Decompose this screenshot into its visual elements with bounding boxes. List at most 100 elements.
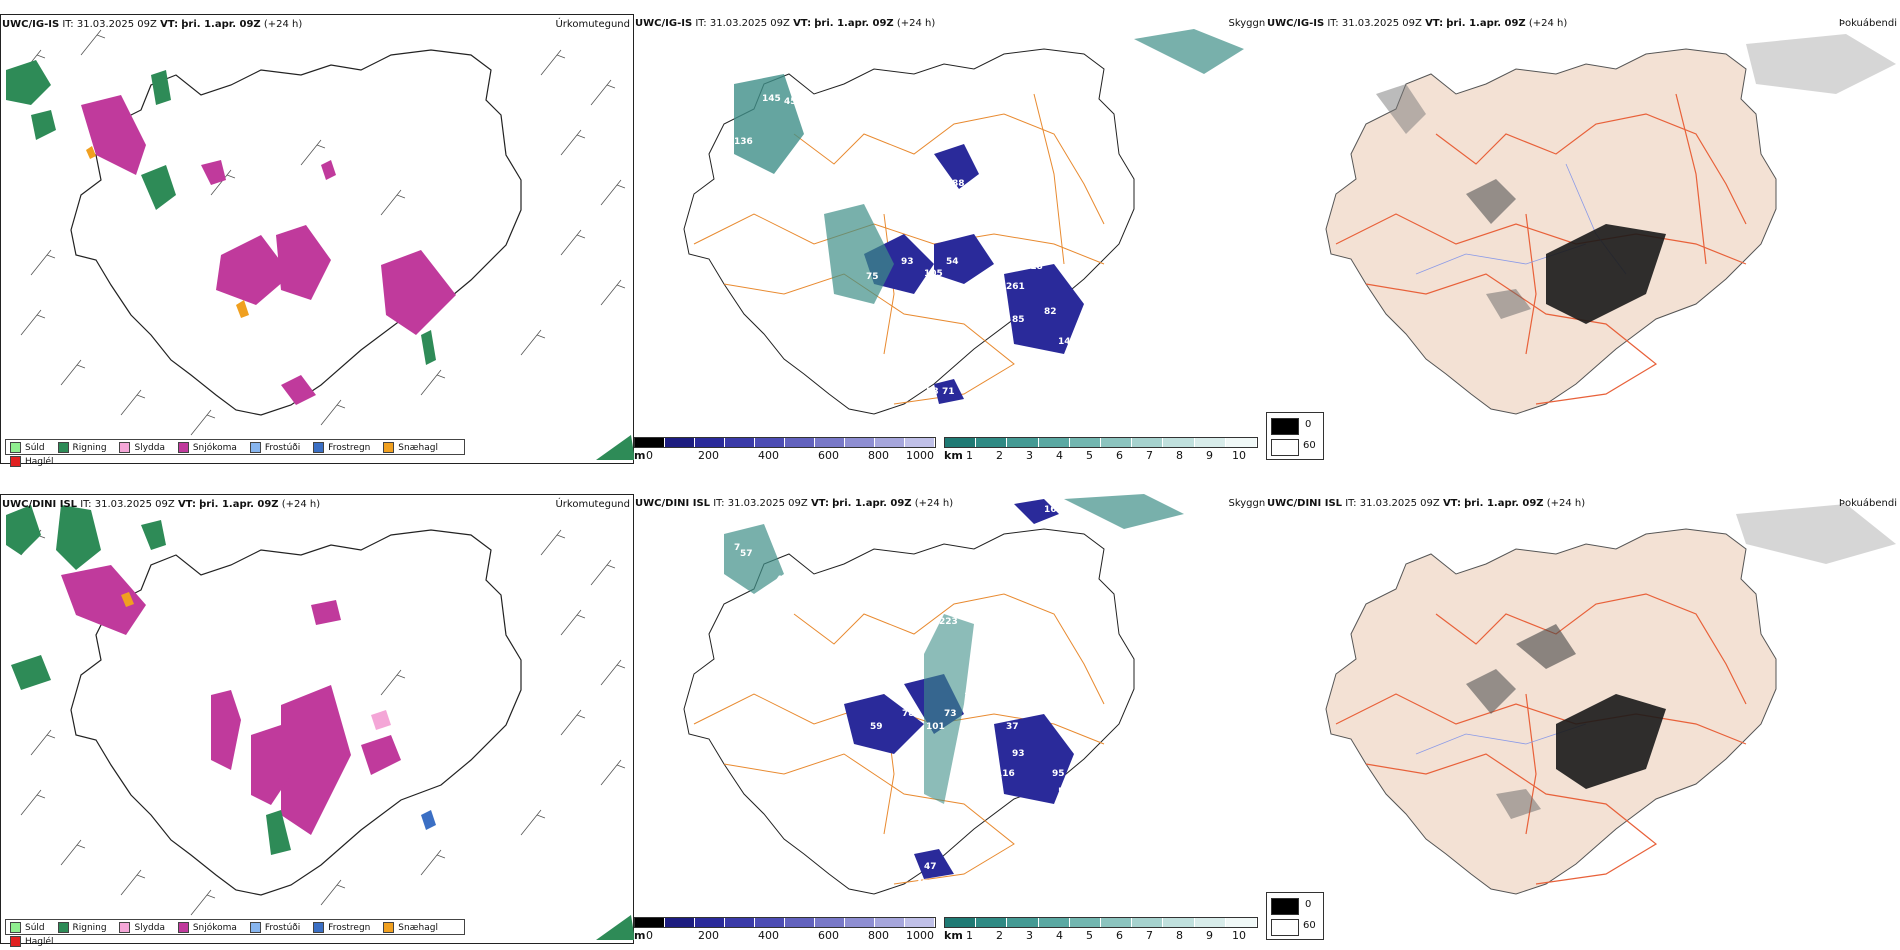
precip-type-panel-top: UWC/IG-IS IT: 31.03.2025 09Z VT: þri. 1.… [0, 14, 635, 467]
vis-tick: 1 [966, 929, 973, 942]
vis-label: 82 [1044, 307, 1057, 317]
cloud-base-colorbar-swatches [634, 437, 936, 448]
legend-item-snjokoma: Snjókoma [177, 922, 237, 933]
fog-legend-bottom: 0 60 [1266, 892, 1324, 940]
vis-tick: 7 [1146, 449, 1153, 462]
visibility-colorbar-swatches [944, 917, 1258, 928]
visibility-map-bottom: 161 57 48 223 59 78 73 101 112 93 116 95… [683, 494, 1184, 895]
panel-title: Þokuábendi [1838, 18, 1897, 29]
vis-label: 47 [924, 862, 937, 872]
vis-tick: 3 [1026, 929, 1033, 942]
cb-tick: 1000 [906, 929, 934, 942]
vis-label: 71 [942, 387, 955, 397]
vis-tick: 3 [1026, 449, 1033, 462]
vis-tick: 7 [1146, 929, 1153, 942]
legend-item-haglel: Haglél [10, 456, 54, 467]
vis-label: 116 [996, 769, 1015, 779]
fog-swatch-0 [1271, 418, 1299, 435]
panel-title: Skyggni [1228, 498, 1268, 509]
legend-item-sudd: Súld [10, 922, 45, 933]
panel-header: UWC/IG-IS IT: 31.03.2025 09Z VT: þri. 1.… [1267, 18, 1568, 29]
cb-tick: 0 [646, 929, 653, 942]
vis-label: 58 [926, 387, 939, 397]
vis-label: 93 [901, 257, 914, 267]
vis-tick: 9 [1206, 929, 1213, 942]
vis-label: 88 [952, 179, 965, 189]
vis-tick: 6 [1116, 929, 1123, 942]
visibility-unit: km [944, 449, 963, 462]
cloud-base-unit: m [634, 929, 646, 942]
panel-header: UWC/IG-IS IT: 31.03.2025 09Z VT: þri. 1.… [635, 18, 936, 29]
cloud-base-unit: m [634, 449, 646, 462]
precip-type-map-bottom [6, 505, 635, 940]
visibility-panel-top: 145 136 88 538 54 93 75 105 261 82 85 14… [634, 14, 1268, 464]
panel-header: UWC/IG-IS IT: 31.03.2025 09Z VT: þri. 1.… [2, 19, 303, 30]
vis-tick: 4 [1056, 929, 1063, 942]
vis-label: 118 [1024, 262, 1043, 272]
vis-label: 47 [916, 879, 929, 889]
vis-label: 75 [866, 272, 879, 282]
vis-label: 142 [1058, 337, 1077, 347]
vis-label: 45 [784, 97, 797, 107]
vis-tick: 5 [1086, 929, 1093, 942]
precip-type-map-top [6, 29, 635, 460]
vis-label: 57 [740, 549, 753, 559]
cb-tick: 800 [868, 929, 889, 942]
vis-tick: 8 [1176, 449, 1183, 462]
legend-item-slydda: Slydda [119, 922, 165, 933]
vis-label: 136 [734, 137, 753, 147]
cb-tick: 400 [758, 929, 779, 942]
panel-header: UWC/DINI ISL IT: 31.03.2025 09Z VT: þri.… [2, 499, 321, 510]
cb-tick: 600 [818, 929, 839, 942]
legend-item-haglel: Haglél [10, 936, 54, 947]
legend-item-frostregn: Frostregn [313, 922, 370, 933]
vis-label: 54 [946, 257, 959, 267]
fog-panel-top: UWC/IG-IS IT: 31.03.2025 09Z VT: þri. 1.… [1266, 14, 1900, 464]
precip-legend: Súld Rigning Slydda Snjókoma Frostúði Fr… [5, 919, 465, 947]
legend-item-snaehagl: Snæhagl [383, 922, 438, 933]
vis-label: 112 [964, 692, 983, 702]
vis-label: 37 [1006, 722, 1019, 732]
cb-tick: 1000 [906, 449, 934, 462]
vis-label: 37 [756, 187, 769, 197]
cb-tick: 200 [698, 929, 719, 942]
visibility-colorbar: km 1 2 3 4 5 6 7 8 9 10 [944, 917, 1258, 942]
visibility-colorbar: km 1 2 3 4 5 6 7 8 9 10 [944, 437, 1258, 462]
vis-label: 91 [778, 637, 791, 647]
legend-item-rigning: Rigning [57, 922, 107, 933]
visibility-colorbar-swatches [944, 437, 1258, 448]
vis-label: 78 [902, 709, 915, 719]
vis-label: 54 [926, 839, 939, 849]
legend-item-snjokoma: Snjókoma [177, 442, 237, 453]
vis-tick: 9 [1206, 449, 1213, 462]
fog-map-top [1325, 34, 1896, 415]
visibility-map-top: 145 136 88 538 54 93 75 105 261 82 85 14… [683, 29, 1244, 415]
vis-label: 95 [1052, 769, 1065, 779]
vis-tick: 2 [996, 929, 1003, 942]
fog-label: 60 [1303, 920, 1316, 931]
cloud-base-colorbar: m 0 200 400 600 800 1000 [634, 917, 936, 942]
vis-extra-labels-top: 45 37 118 79 [756, 97, 1043, 365]
vis-label: 538 [979, 207, 998, 217]
cloud-base-colorbar: m 0 200 400 600 800 1000 [634, 437, 936, 462]
cb-tick: 0 [646, 449, 653, 462]
visibility-unit: km [944, 929, 963, 942]
vis-tick: 10 [1232, 929, 1246, 942]
vis-extra-labels-bottom: 7 91 37 54 47 [734, 543, 1019, 889]
vis-label: 223 [939, 617, 958, 627]
legend-item-sudd: Súld [10, 442, 45, 453]
fog-label: 0 [1305, 899, 1312, 910]
cb-tick: 200 [698, 449, 719, 462]
precip-type-panel-bottom: UWC/DINI ISL IT: 31.03.2025 09Z VT: þri.… [0, 494, 635, 947]
fog-swatch-60 [1271, 439, 1299, 456]
fog-legend-top: 0 60 [1266, 412, 1324, 460]
cloud-base-colorbar-swatches [634, 917, 936, 928]
vis-label: 101 [926, 722, 945, 732]
vis-tick: 8 [1176, 929, 1183, 942]
legend-item-frostudi: Frostúði [249, 442, 300, 453]
fog-map-bottom [1325, 504, 1896, 895]
vis-label: 59 [870, 722, 883, 732]
legend-item-rigning: Rigning [57, 442, 107, 453]
cb-tick: 600 [818, 449, 839, 462]
vis-label: 93 [1012, 749, 1025, 759]
